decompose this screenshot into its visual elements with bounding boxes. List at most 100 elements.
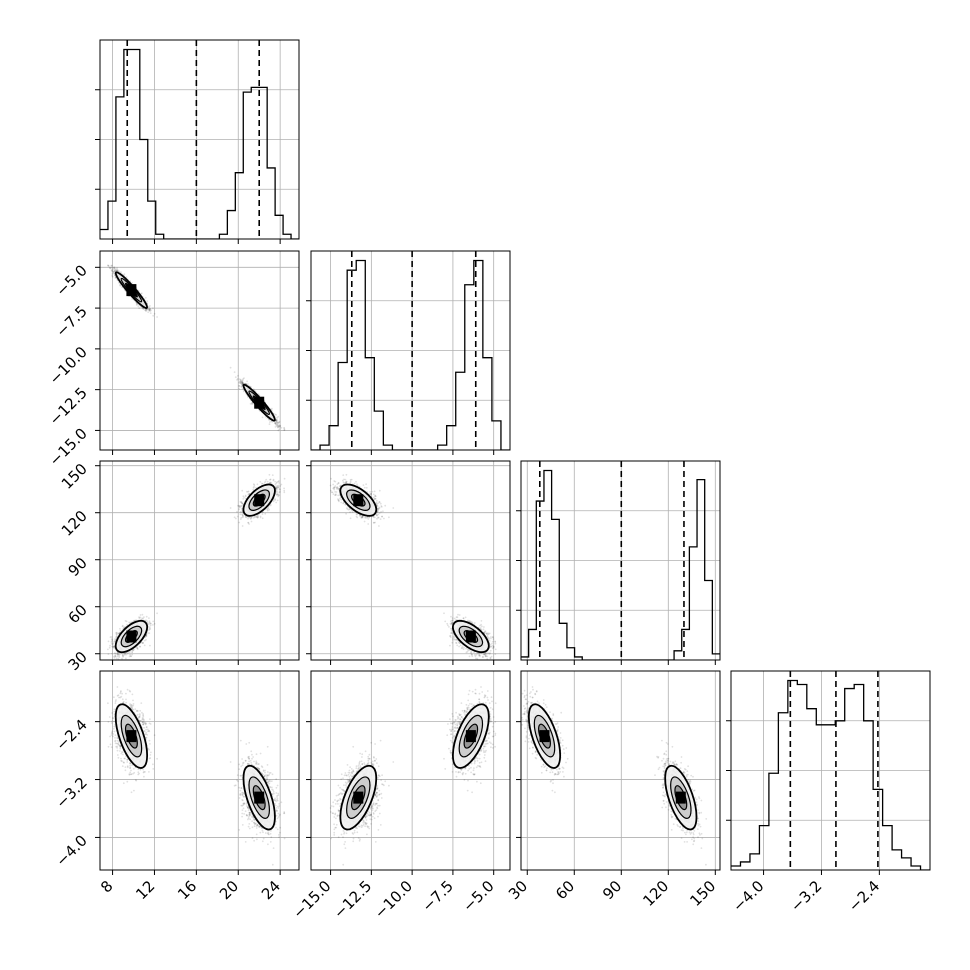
sample-point	[121, 654, 124, 656]
sample-point	[274, 413, 276, 416]
sample-point	[239, 378, 242, 381]
sample-point	[143, 616, 145, 618]
sample-point	[113, 272, 115, 275]
sample-point	[110, 269, 113, 271]
sample-point	[241, 382, 244, 384]
sample-point	[244, 497, 247, 500]
sample-point	[276, 493, 279, 496]
sample-point	[145, 310, 148, 312]
sample-point	[114, 655, 117, 658]
sample-point	[149, 628, 152, 630]
sample-point	[138, 307, 141, 310]
sample-point	[128, 655, 131, 658]
sample-point	[150, 309, 152, 312]
sample-point	[121, 657, 123, 660]
sample-point	[115, 635, 118, 638]
sample-point	[120, 271, 122, 273]
density-peak	[126, 284, 137, 297]
panel-content	[100, 251, 299, 450]
sample-point	[149, 644, 151, 647]
sample-point	[138, 617, 141, 620]
sample-point	[128, 621, 131, 624]
sample-point	[276, 421, 279, 424]
sample-point	[275, 420, 278, 423]
sample-point	[275, 490, 278, 493]
sample-point	[129, 655, 132, 658]
sample-point	[280, 426, 283, 429]
sample-point	[113, 657, 116, 659]
sample-point	[147, 623, 150, 626]
sample-point	[126, 652, 129, 655]
sample-point	[148, 620, 151, 623]
sample-point	[240, 386, 243, 388]
sample-point	[238, 378, 241, 381]
sample-point	[135, 304, 138, 306]
sample-point	[114, 269, 117, 271]
sample-point	[115, 632, 117, 634]
sample-point	[241, 379, 244, 382]
sample-point	[275, 421, 278, 424]
sample-point	[149, 308, 152, 311]
sample-point	[116, 652, 119, 655]
sample-point	[275, 421, 278, 424]
sample-point	[278, 421, 280, 424]
sample-point	[271, 421, 273, 423]
sample-point	[123, 626, 126, 628]
sample-point	[277, 424, 280, 427]
sample-point	[239, 382, 242, 385]
sample-point	[107, 653, 110, 655]
sample-point	[250, 516, 253, 519]
sample-point	[111, 645, 113, 648]
sample-point	[278, 420, 281, 423]
sample-point	[142, 308, 145, 310]
sample-point	[142, 307, 145, 310]
sample-point	[109, 644, 111, 647]
sample-point	[111, 652, 113, 655]
sample-point	[113, 267, 116, 270]
sample-point	[148, 629, 150, 631]
sample-point	[141, 617, 144, 620]
sample-point	[116, 667, 118, 669]
sample-point	[142, 617, 145, 620]
sample-point	[279, 424, 282, 427]
sample-point	[239, 380, 241, 383]
histogram-step	[100, 48, 299, 239]
sample-point	[276, 422, 279, 425]
sample-point	[131, 650, 134, 653]
sample-point	[113, 270, 116, 273]
sample-point	[121, 654, 124, 657]
sample-point	[113, 647, 116, 650]
panel-content	[311, 251, 510, 450]
sample-point	[111, 275, 114, 278]
sample-point	[115, 631, 118, 634]
sample-point	[278, 488, 281, 490]
sample-point	[259, 515, 262, 518]
sample-point	[251, 401, 254, 404]
sample-point	[119, 284, 122, 287]
sample-point	[269, 481, 272, 484]
sample-point	[149, 624, 152, 627]
sample-point	[242, 381, 244, 384]
sample-point	[236, 378, 239, 380]
sample-point	[149, 308, 152, 310]
sample-point	[236, 379, 238, 381]
sample-point	[107, 648, 109, 651]
sample-point	[149, 622, 152, 625]
sample-point	[277, 484, 280, 487]
sample-point	[256, 516, 259, 519]
sample-point	[114, 277, 117, 279]
sample-point	[274, 421, 276, 424]
sample-point	[276, 420, 279, 422]
sample-point	[148, 627, 151, 630]
sample-point	[241, 502, 244, 505]
sample-point	[241, 383, 244, 386]
sample-point	[109, 636, 112, 638]
sample-point	[115, 269, 118, 272]
sample-point	[257, 514, 260, 516]
sample-point	[116, 269, 118, 271]
histogram-panel-1	[95, 39, 300, 244]
sample-point	[274, 426, 277, 428]
sample-point	[143, 639, 146, 642]
sample-point	[148, 307, 151, 310]
